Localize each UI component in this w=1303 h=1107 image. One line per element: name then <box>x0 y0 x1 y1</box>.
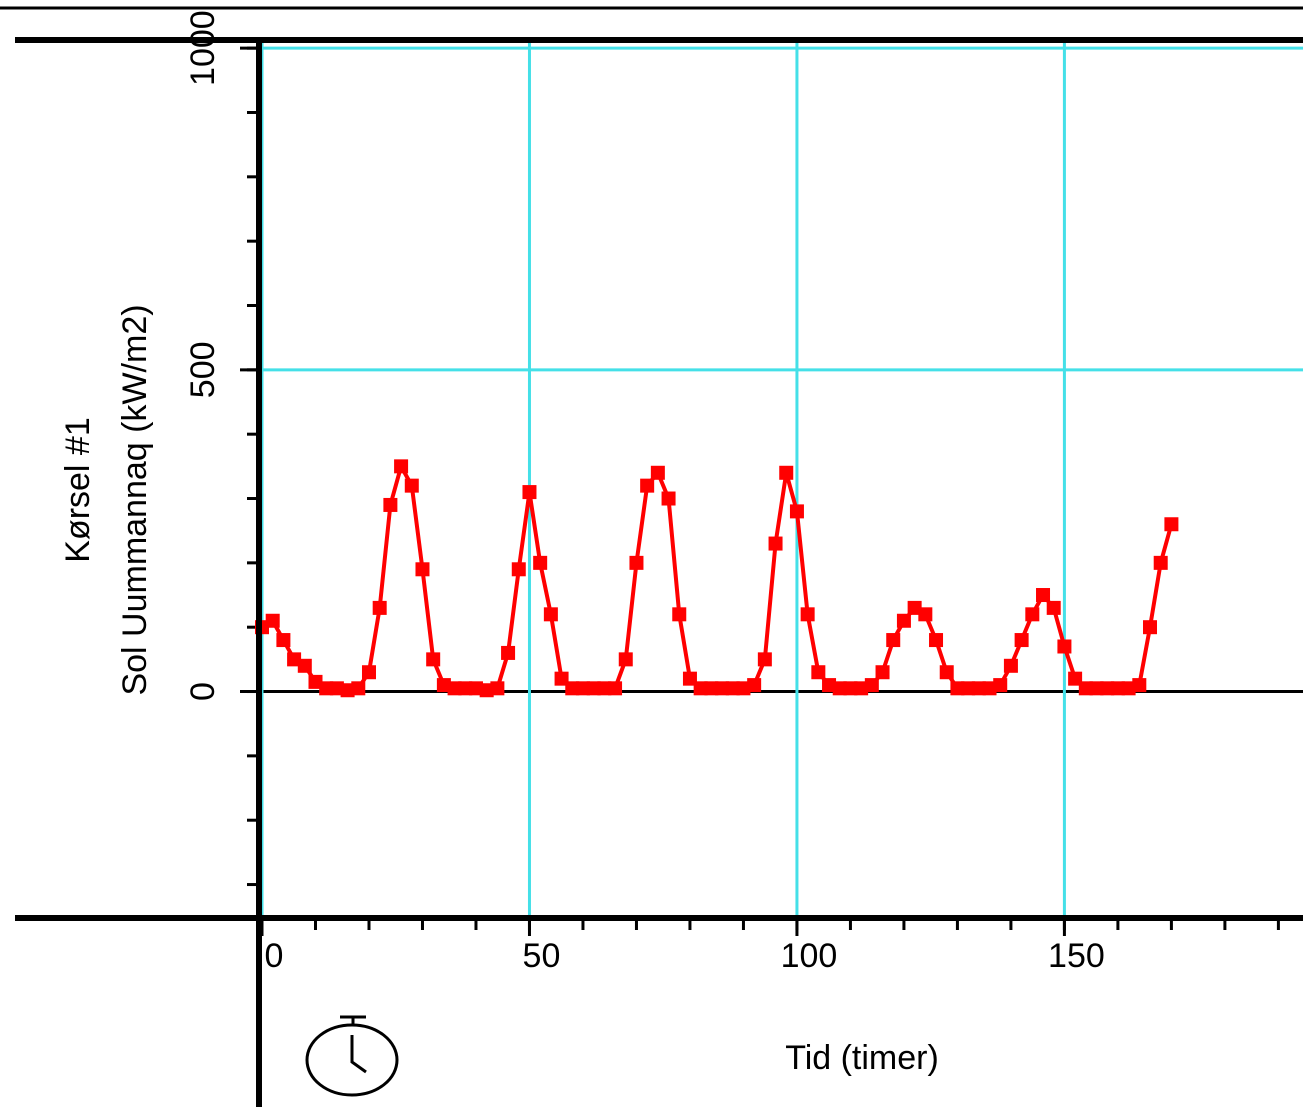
data-point <box>383 497 398 512</box>
data-point <box>511 562 526 577</box>
data-point <box>287 652 302 667</box>
data-point <box>468 681 483 696</box>
data-point <box>1121 681 1136 696</box>
stopwatch-icon <box>305 1015 399 1097</box>
data-point <box>436 678 451 693</box>
y-axis-label: Sol Uummannaq (kW/m2) <box>116 304 154 695</box>
y-tick-label: 0 <box>184 682 222 701</box>
data-point <box>918 607 933 622</box>
data-point <box>629 555 644 570</box>
data-point <box>361 665 376 680</box>
data-point <box>971 681 986 696</box>
data-point <box>779 465 794 480</box>
data-point <box>308 674 323 689</box>
data-point <box>661 491 676 506</box>
y-tick-label: 500 <box>184 341 222 398</box>
data-point <box>886 633 901 648</box>
data-point <box>1153 555 1168 570</box>
data-point <box>415 562 430 577</box>
data-point <box>939 665 954 680</box>
data-point <box>682 671 697 686</box>
data-point <box>811 665 826 680</box>
data-point <box>993 678 1008 693</box>
data-point <box>276 633 291 648</box>
data-point <box>1078 681 1093 696</box>
data-point <box>747 678 762 693</box>
data-point <box>1164 517 1179 532</box>
data-point <box>640 478 655 493</box>
data-point <box>533 555 548 570</box>
data-point <box>608 681 623 696</box>
data-point <box>1057 639 1072 654</box>
data-point <box>854 681 869 696</box>
data-point <box>896 613 911 628</box>
data-point <box>704 681 719 696</box>
data-point <box>479 683 494 698</box>
data-point <box>458 681 473 696</box>
y-tick-label: 1000 <box>184 10 222 86</box>
data-point <box>843 681 858 696</box>
data-point <box>597 681 612 696</box>
data-point <box>725 681 740 696</box>
data-point <box>1143 620 1158 635</box>
data-point <box>736 681 751 696</box>
x-tick-label: 150 <box>1048 937 1105 975</box>
data-point <box>340 683 355 698</box>
data-point <box>800 607 815 622</box>
data-point <box>426 652 441 667</box>
x-tick-label: 0 <box>265 937 284 975</box>
data-point <box>1100 681 1115 696</box>
data-point <box>864 678 879 693</box>
data-point <box>265 613 280 628</box>
data-point <box>1025 607 1040 622</box>
data-point <box>650 465 665 480</box>
data-point <box>575 681 590 696</box>
data-point <box>907 600 922 615</box>
data-point <box>832 681 847 696</box>
data-point <box>586 681 601 696</box>
series-line <box>260 461 1174 693</box>
data-point <box>1014 633 1029 648</box>
data-point <box>1110 681 1125 696</box>
data-point <box>950 681 965 696</box>
data-point <box>372 600 387 615</box>
data-point <box>351 681 366 696</box>
data-point <box>319 681 334 696</box>
data-point <box>297 658 312 673</box>
data-point <box>1132 678 1147 693</box>
data-point <box>501 645 516 660</box>
data-point <box>565 681 580 696</box>
x-tick-label: 50 <box>523 937 561 975</box>
data-point <box>1089 681 1104 696</box>
data-point <box>543 607 558 622</box>
data-point <box>394 459 409 474</box>
data-point <box>929 633 944 648</box>
plot-area: 05001000050100150200 <box>184 10 1303 975</box>
data-point <box>982 681 997 696</box>
data-point <box>789 504 804 519</box>
x-tick-label: 100 <box>781 937 838 975</box>
data-point <box>329 681 344 696</box>
data-point <box>1068 671 1083 686</box>
data-point <box>447 681 462 696</box>
data-point <box>961 681 976 696</box>
x-axis-label: Tid (timer) <box>785 1039 939 1077</box>
data-point <box>822 678 837 693</box>
data-point <box>1036 588 1051 603</box>
data-point <box>715 681 730 696</box>
data-point <box>693 681 708 696</box>
data-point <box>618 652 633 667</box>
run-label: Kørsel #1 <box>59 417 97 563</box>
data-point <box>404 478 419 493</box>
data-point <box>757 652 772 667</box>
data-point <box>522 485 537 500</box>
data-point <box>1003 658 1018 673</box>
data-point <box>1046 600 1061 615</box>
data-point <box>875 665 890 680</box>
data-point <box>554 671 569 686</box>
data-point <box>490 681 505 696</box>
data-point <box>672 607 687 622</box>
data-point <box>768 536 783 551</box>
